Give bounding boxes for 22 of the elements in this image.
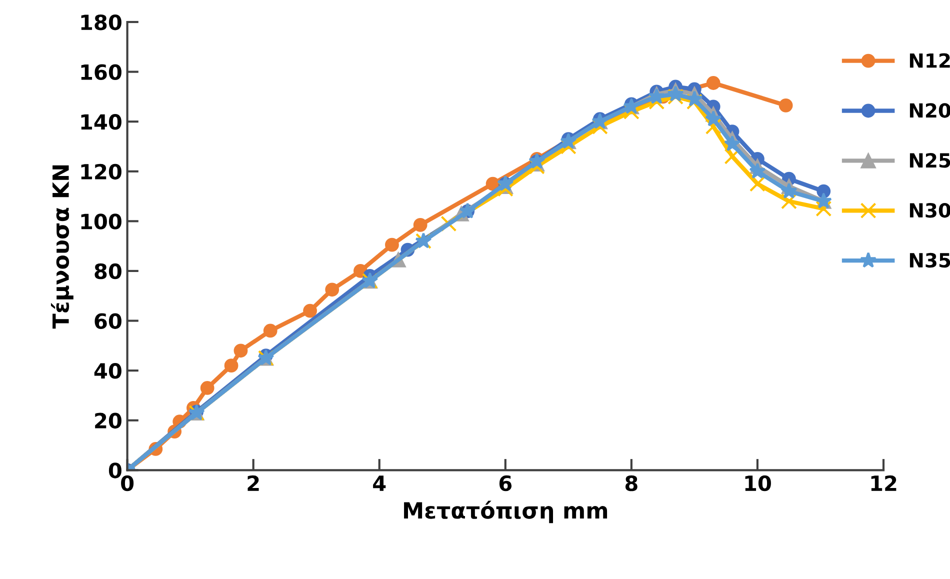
legend-label: N12 bbox=[910, 53, 950, 68]
y-tick-label: 160 bbox=[81, 64, 122, 80]
x-tick-label: 4 bbox=[373, 476, 386, 491]
y-tick-label: 140 bbox=[81, 114, 122, 130]
y-tick-label: 180 bbox=[81, 14, 122, 30]
y-tick-label: 0 bbox=[108, 462, 122, 478]
y-tick-label: 20 bbox=[95, 412, 122, 429]
y-tick-label: 60 bbox=[94, 313, 122, 329]
y-tick-label: 80 bbox=[94, 263, 122, 280]
x-tick-label: 6 bbox=[499, 475, 512, 492]
y-tick-label: 100 bbox=[81, 214, 122, 230]
x-tick-label: 8 bbox=[625, 475, 638, 492]
x-tick-label: 10 bbox=[745, 475, 771, 492]
y-tick-label: 120 bbox=[81, 164, 122, 180]
x-axis-title: Μετατόπιση mm bbox=[404, 500, 608, 524]
x-tick-label: 0 bbox=[121, 475, 134, 492]
legend-label: N25 bbox=[910, 153, 950, 168]
y-tick-label: 40 bbox=[94, 363, 122, 379]
x-tick-label: 2 bbox=[248, 475, 259, 491]
y-axis-title: Τέμνουσα KN bbox=[50, 165, 74, 329]
legend-label: N35 bbox=[910, 252, 950, 268]
x-tick-label: 12 bbox=[871, 475, 896, 491]
